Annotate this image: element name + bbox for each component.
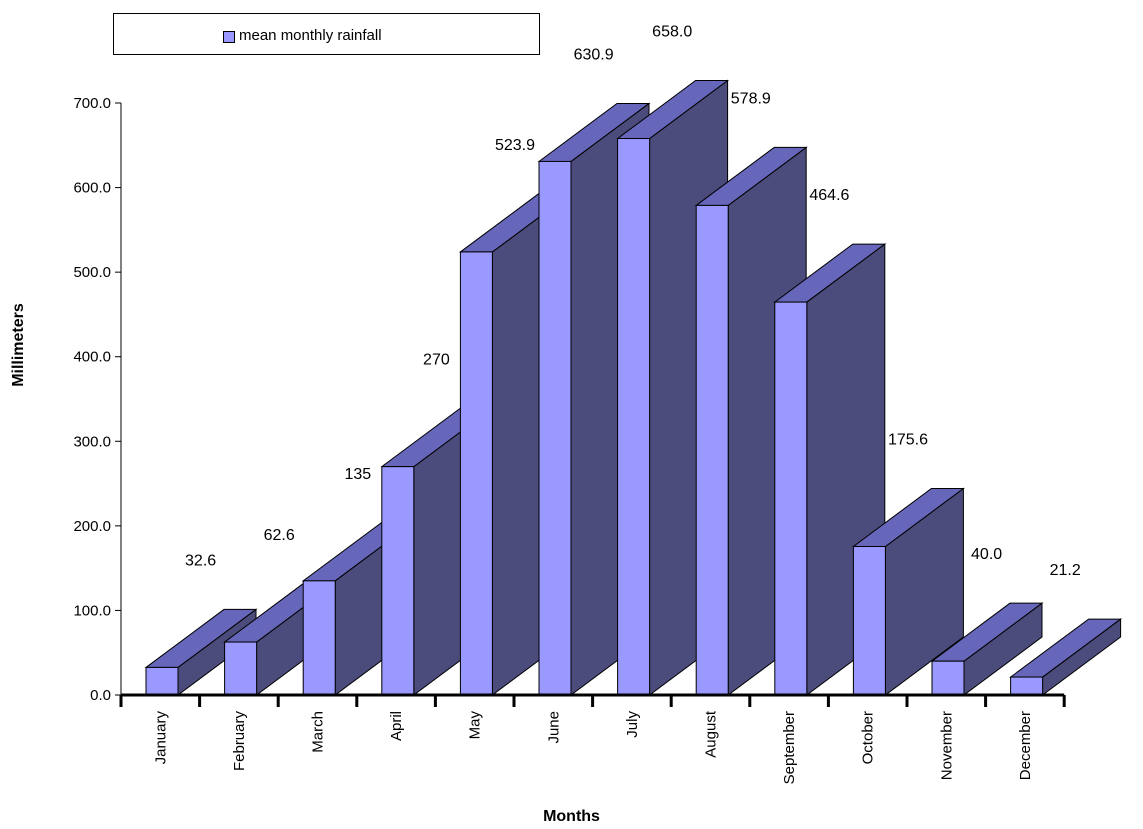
y-tick-label: 300.0 (73, 433, 111, 450)
x-tick-label: June (545, 711, 562, 744)
legend-label: mean monthly rainfall (239, 27, 382, 44)
bar-front (1010, 676, 1044, 696)
x-tick-label: September (781, 711, 798, 784)
bar-front (224, 641, 258, 696)
y-tick-label: 400.0 (73, 349, 111, 366)
bar-front (695, 204, 729, 696)
data-label: 135 (344, 466, 371, 483)
y-tick-label: 0.0 (90, 687, 111, 704)
x-tick-label: May (467, 711, 484, 740)
x-tick-label: December (1017, 711, 1034, 780)
bar (851, 487, 965, 696)
bars-layer: 32.6 62.6 135 270 523.9 630.9 658.0 578.9 464.6 1… (144, 24, 1123, 696)
data-label: 523.9 (495, 137, 535, 154)
data-label: 464.6 (809, 187, 849, 204)
bar-front (145, 666, 179, 696)
x-tick-label: August (703, 710, 720, 758)
data-label: 658.0 (652, 24, 692, 41)
legend: mean monthly rainfall (113, 13, 540, 55)
data-label: 40.0 (971, 546, 1002, 563)
bar-front (774, 301, 808, 696)
y-tick-label: 700.0 (73, 95, 111, 112)
y-tick-label: 200.0 (73, 518, 111, 535)
bar-front (617, 138, 651, 696)
data-label: 270 (423, 352, 450, 369)
bar-front (538, 160, 572, 696)
y-tick-label: 600.0 (73, 180, 111, 197)
data-label: 578.9 (731, 90, 771, 107)
x-tick-label: April (388, 711, 405, 741)
y-tick-label: 500.0 (73, 264, 111, 281)
x-tick-label: January (152, 711, 169, 765)
bar-front (459, 251, 493, 696)
data-label: 630.9 (574, 46, 614, 63)
x-tick-label: March (310, 711, 327, 753)
x-axis-title: Months (543, 808, 600, 825)
bar-front (302, 580, 336, 696)
data-label: 32.6 (185, 552, 216, 569)
x-tick-label: November (938, 711, 955, 780)
bar-front (852, 545, 886, 696)
legend-swatch (223, 31, 235, 43)
data-label: 175.6 (888, 431, 928, 448)
bar (301, 521, 415, 696)
bar-front (931, 660, 965, 696)
y-tick-label: 100.0 (73, 602, 111, 619)
axes-layer (115, 102, 1066, 707)
x-tick-label: July (624, 711, 641, 738)
data-label: 62.6 (264, 527, 295, 544)
bar (930, 602, 1044, 696)
x-tick-label: February (231, 711, 248, 772)
bar-front (381, 466, 415, 696)
y-axis-title: Millimeters (10, 303, 27, 387)
x-tick-label: October (860, 711, 877, 764)
data-label: 21.2 (1050, 562, 1081, 579)
bar (144, 608, 258, 696)
labels-layer: 0.0 100.0 200.0 300.0 400.0 500.0 600.0 700.0 Ja… (73, 95, 1033, 784)
